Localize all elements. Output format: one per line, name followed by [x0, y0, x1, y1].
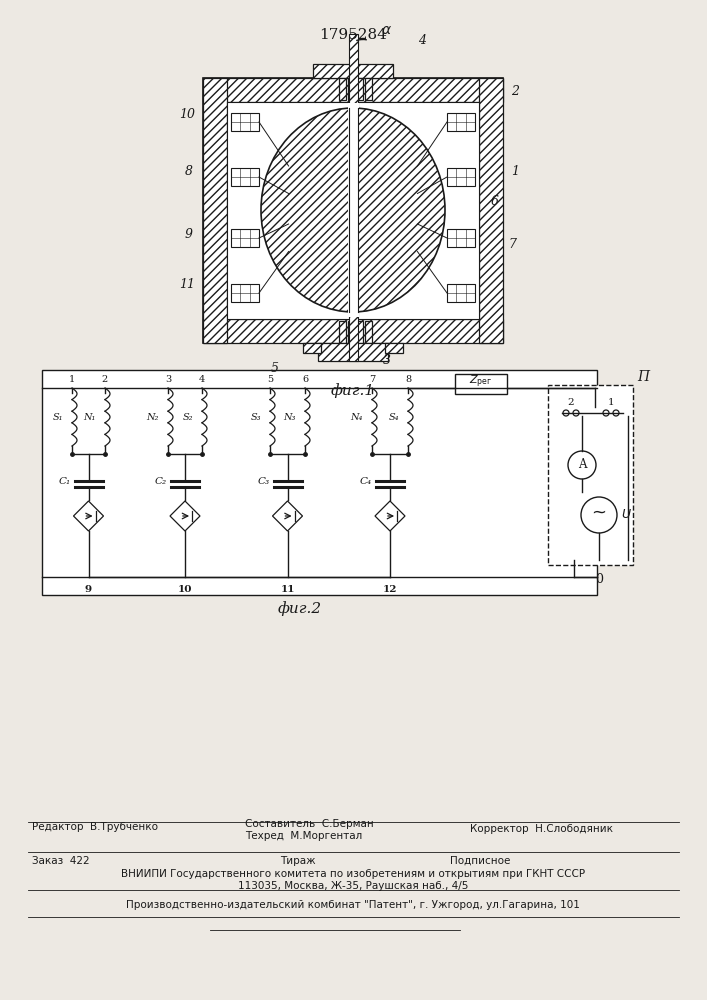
- Bar: [447, 229, 475, 247]
- Text: C₂: C₂: [155, 477, 167, 486]
- Text: 11: 11: [280, 585, 295, 594]
- Bar: [203, 78, 227, 342]
- Bar: [203, 78, 503, 342]
- Circle shape: [568, 451, 596, 479]
- Text: ВНИИПИ Государственного комитета по изобретениям и открытиям при ГКНТ СССР: ВНИИПИ Государственного комитета по изоб…: [121, 869, 585, 879]
- Text: $U$: $U$: [621, 508, 632, 522]
- Bar: [318, 342, 388, 360]
- Bar: [231, 229, 259, 247]
- Text: S₃: S₃: [250, 412, 261, 422]
- Text: П: П: [637, 370, 649, 384]
- Text: 4: 4: [199, 375, 205, 384]
- Text: фиг.2: фиг.2: [278, 602, 322, 616]
- Bar: [447, 168, 475, 186]
- Text: N₄: N₄: [351, 412, 363, 422]
- Text: фиг.1: фиг.1: [331, 383, 375, 398]
- Bar: [356, 320, 363, 342]
- Bar: [548, 385, 633, 565]
- Bar: [365, 78, 372, 100]
- Text: 5: 5: [271, 362, 279, 375]
- Text: 4: 4: [418, 33, 426, 46]
- Bar: [348, 320, 355, 342]
- Bar: [356, 78, 363, 100]
- Text: C₄: C₄: [360, 477, 372, 486]
- Bar: [339, 320, 346, 342]
- Text: 7: 7: [369, 375, 375, 384]
- Text: 6: 6: [302, 375, 308, 384]
- Text: Тираж: Тираж: [280, 856, 315, 866]
- Text: S₁: S₁: [52, 412, 63, 422]
- Text: N₁: N₁: [83, 412, 96, 422]
- Text: 1795284: 1795284: [319, 28, 387, 42]
- Text: N₂: N₂: [146, 412, 159, 422]
- Text: Подписное: Подписное: [450, 856, 510, 866]
- Text: 12: 12: [382, 585, 397, 594]
- Text: 1: 1: [69, 375, 75, 384]
- Text: C₁: C₁: [59, 477, 71, 486]
- Text: Редактор  В.Трубченко: Редактор В.Трубченко: [32, 822, 158, 832]
- Text: S₂: S₂: [182, 412, 193, 422]
- Text: 8: 8: [185, 165, 193, 178]
- Text: Техред  М.Моргентал: Техред М.Моргентал: [245, 831, 362, 841]
- Text: ~: ~: [592, 504, 607, 522]
- Text: 11: 11: [179, 278, 195, 291]
- Text: N₃: N₃: [284, 412, 296, 422]
- Bar: [365, 320, 372, 342]
- Bar: [231, 113, 259, 131]
- Text: 9: 9: [85, 585, 92, 594]
- Bar: [348, 78, 355, 100]
- Text: S₄: S₄: [389, 412, 399, 422]
- Bar: [42, 370, 597, 595]
- Text: 0: 0: [595, 573, 603, 586]
- Text: 5: 5: [267, 375, 273, 384]
- Text: C₃: C₃: [257, 477, 269, 486]
- Bar: [339, 78, 346, 100]
- Text: $\alpha$: $\alpha$: [381, 22, 392, 36]
- Text: 2: 2: [102, 375, 108, 384]
- Bar: [203, 318, 503, 342]
- Bar: [447, 113, 475, 131]
- Text: 9: 9: [185, 228, 193, 241]
- Text: Корректор  Н.Слободяник: Корректор Н.Слободяник: [470, 824, 613, 834]
- Bar: [231, 284, 259, 302]
- Bar: [303, 342, 321, 353]
- Text: A: A: [578, 458, 586, 472]
- Text: 1: 1: [608, 398, 614, 407]
- Bar: [447, 284, 475, 302]
- Bar: [231, 168, 259, 186]
- Text: 8: 8: [405, 375, 411, 384]
- Text: 2: 2: [568, 398, 574, 407]
- Circle shape: [581, 497, 617, 533]
- Text: $Z_{\rm рег}$: $Z_{\rm рег}$: [469, 374, 493, 390]
- Text: 3: 3: [383, 355, 391, 367]
- Text: 2: 2: [511, 85, 519, 98]
- Text: 7: 7: [508, 238, 516, 251]
- Bar: [349, 33, 358, 360]
- Ellipse shape: [261, 108, 445, 312]
- Bar: [455, 374, 507, 394]
- Bar: [313, 64, 393, 78]
- Bar: [203, 78, 503, 102]
- Text: 113035, Москва, Ж-35, Раушская наб., 4/5: 113035, Москва, Ж-35, Раушская наб., 4/5: [238, 881, 468, 891]
- Text: Производственно-издательский комбинат "Патент", г. Ужгород, ул.Гагарина, 101: Производственно-издательский комбинат "П…: [126, 900, 580, 910]
- Bar: [348, 103, 358, 317]
- Text: Составитель  С.Берман: Составитель С.Берман: [245, 819, 374, 829]
- Text: 1: 1: [511, 165, 519, 178]
- Bar: [227, 102, 479, 318]
- Text: Заказ  422: Заказ 422: [32, 856, 90, 866]
- Text: 10: 10: [177, 585, 192, 594]
- Bar: [385, 342, 403, 353]
- Bar: [479, 78, 503, 342]
- Text: 6: 6: [491, 195, 499, 208]
- Text: 3: 3: [165, 375, 171, 384]
- Text: 10: 10: [179, 108, 195, 121]
